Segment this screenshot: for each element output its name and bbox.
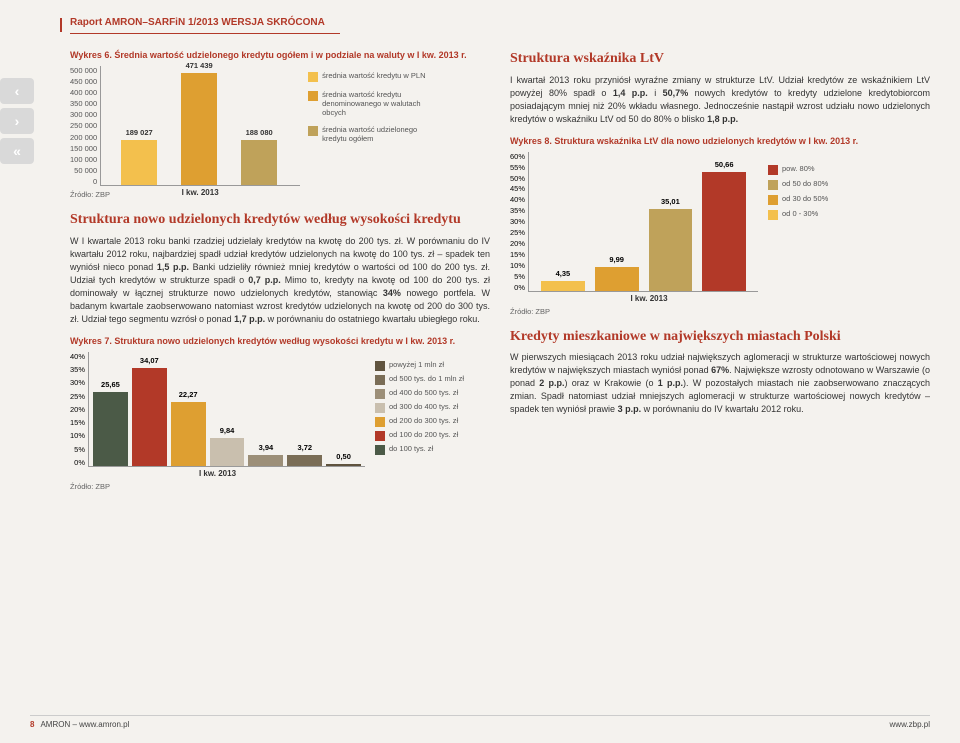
chart7-xaxis: I kw. 2013 <box>70 469 365 478</box>
chart7-bar: 3,94 <box>248 455 283 466</box>
chart8-bar: 9,99 <box>595 267 639 290</box>
footer-left: AMRON – www.amron.pl <box>40 720 129 729</box>
page-number: 8 <box>30 720 34 729</box>
chart6-yaxis: 500 000450 000400 000350 000300 000250 0… <box>70 66 100 186</box>
chart8-bar: 35,01 <box>649 209 693 291</box>
section2-body: I kwartał 2013 roku przyniósł wyraźne zm… <box>510 74 930 126</box>
chart7-legend: powyżej 1 mln złod 500 tys. do 1 mln zło… <box>375 352 490 478</box>
chart6-bar: 188 080 <box>241 140 277 185</box>
chart7: 40%35%30%25%20%15%10%5%0% 25,6534,0722,2… <box>70 352 490 478</box>
chart8-bar: 4,35 <box>541 281 585 291</box>
chart7-source: Źródło: ZBP <box>70 482 490 491</box>
chart6-bar: 471 439 <box>181 73 217 185</box>
chart7-bar: 0,50 <box>326 464 361 465</box>
chart7-bar: 22,27 <box>171 402 206 466</box>
section2-heading: Struktura wskaźnika LtV <box>510 50 930 68</box>
chart6-xaxis: I kw. 2013 <box>100 188 300 197</box>
nav-prev[interactable]: ‹ <box>0 78 34 104</box>
chart7-bar: 25,65 <box>93 392 128 466</box>
chart8: 60%55%50%45%40%35%30%25%20%15%10%5%0% 4,… <box>510 152 930 303</box>
chart7-bar: 9,84 <box>210 438 245 466</box>
chart8-legend: pow. 80%od 50 do 80%od 30 do 50%od 0 - 3… <box>768 152 848 303</box>
section1-heading: Struktura nowo udzielonych kredytów wedł… <box>70 211 490 229</box>
section1-body: W I kwartale 2013 roku banki rzadziej ud… <box>70 235 490 326</box>
nav-first[interactable]: « <box>0 138 34 164</box>
chart6-title: Wykres 6. Średnia wartość udzielonego kr… <box>70 50 490 60</box>
chevron-left-icon: ‹ <box>15 83 20 99</box>
chart8-title: Wykres 8. Struktura wskaźnika LtV dla no… <box>510 136 930 146</box>
report-header: Raport AMRON–SARFiN 1/2013 WERSJA SKRÓCO… <box>30 18 930 40</box>
nav-next[interactable]: › <box>0 108 34 134</box>
chart8-source: Źródło: ZBP <box>510 307 930 316</box>
chart7-bar: 3,72 <box>287 455 322 466</box>
chart7-title: Wykres 7. Struktura nowo udzielonych kre… <box>70 336 490 346</box>
chart7-plotarea: 25,6534,0722,279,843,94 3,72 0,50 <box>88 352 365 467</box>
header-title: Raport AMRON–SARFiN 1/2013 WERSJA SKRÓCO… <box>70 17 325 28</box>
section3-body: W pierwszych miesiącach 2013 roku udział… <box>510 351 930 416</box>
page-footer: 8 AMRON – www.amron.pl www.zbp.pl <box>30 715 930 729</box>
chevron-double-icon: « <box>13 143 21 159</box>
chart8-xaxis: I kw. 2013 <box>510 294 758 303</box>
footer-right: www.zbp.pl <box>890 720 930 729</box>
chart6: 500 000450 000400 000350 000300 000250 0… <box>70 66 490 186</box>
section3-heading: Kredyty mieszkaniowe w największych mias… <box>510 328 930 346</box>
chart7-yaxis: 40%35%30%25%20%15%10%5%0% <box>70 352 88 467</box>
chart8-yaxis: 60%55%50%45%40%35%30%25%20%15%10%5%0% <box>510 152 528 292</box>
chevron-right-icon: › <box>15 113 20 129</box>
chart6-bar: 189 027 <box>121 140 157 185</box>
chart6-legend: średnia wartość kredytu w PLNśrednia war… <box>308 66 428 186</box>
chart7-bar: 34,07 <box>132 368 167 466</box>
nav-arrows: ‹ › « <box>0 78 38 168</box>
chart8-plotarea: 4,35 9,99 35,0150,66 <box>528 152 758 292</box>
chart8-bar: 50,66 <box>702 172 746 290</box>
